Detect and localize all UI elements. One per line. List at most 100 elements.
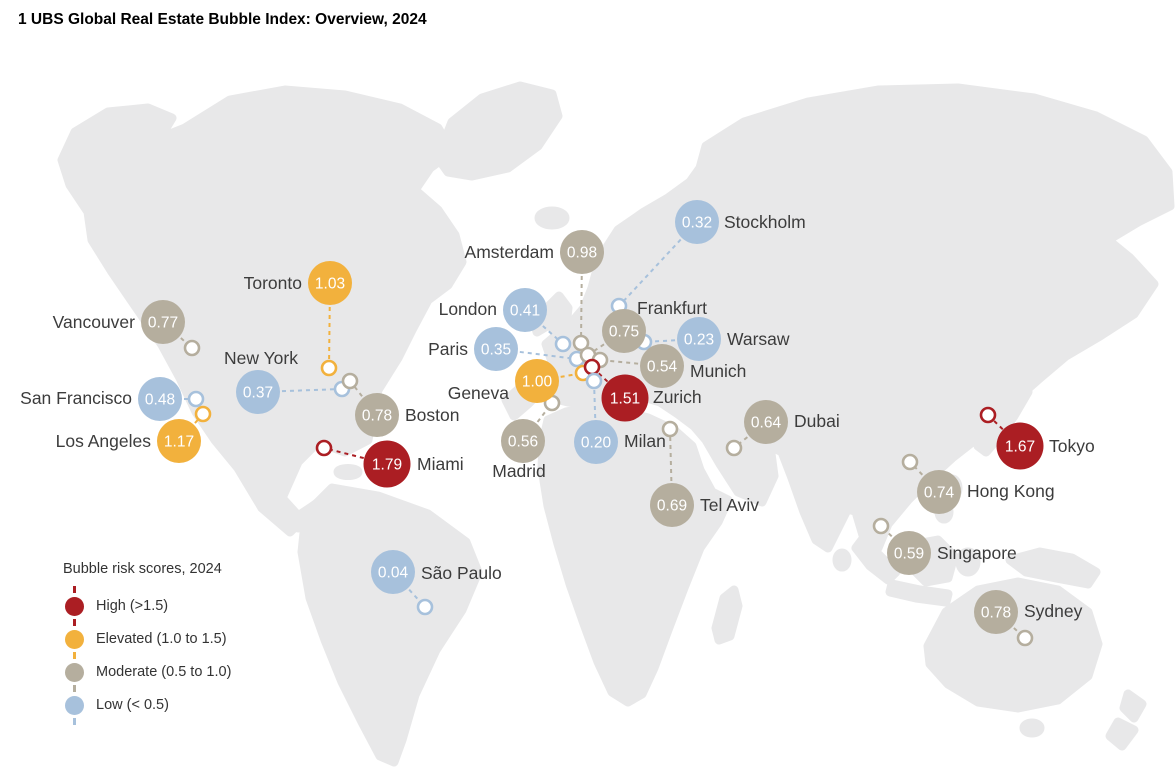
city-label-tokyo: Tokyo [1049, 436, 1095, 456]
landmass-new-zealand-north [1119, 689, 1147, 723]
legend-label-low: Low (< 0.5) [96, 697, 169, 713]
legend-item-high: High (>1.5) [55, 595, 231, 617]
city-label-sydney: Sydney [1024, 601, 1083, 621]
city-bubble-london [503, 288, 547, 332]
continents [57, 81, 1175, 767]
legend-item-low: Low (< 0.5) [55, 694, 231, 716]
city-label-s-o-paulo: São Paulo [421, 563, 502, 583]
city-ring-toronto [320, 359, 338, 377]
landmass-new-guinea [1005, 547, 1101, 589]
city-bubble-tel-aviv [650, 483, 694, 527]
city-ring-s-o-paulo [416, 598, 434, 616]
city-markers: 0.77 1.03 0.37 0.48 1.17 0.78 1.79 0.04 0.98 0.32… [20, 200, 1095, 647]
city-bubble-san-francisco [138, 377, 182, 421]
city-score-new-york: 0.37 [243, 385, 273, 402]
city-ring-london [554, 335, 572, 353]
city-label-los-angeles: Los Angeles [56, 431, 152, 451]
city-ring-sydney [1016, 629, 1034, 647]
city-bubble-toronto [308, 261, 352, 305]
city-label-miami: Miami [417, 454, 464, 474]
city-score-warsaw: 0.23 [684, 332, 714, 349]
landmass-greenland [433, 81, 563, 181]
city-score-miami: 1.79 [372, 457, 402, 474]
city-score-vancouver: 0.77 [148, 315, 178, 332]
legend-label-elevated: Elevated (1.0 to 1.5) [96, 631, 227, 647]
city-label-warsaw: Warsaw [727, 329, 790, 349]
city-bubble-s-o-paulo [371, 550, 415, 594]
city-label-new-york: New York [224, 348, 298, 368]
city-score-stockholm: 0.32 [682, 215, 712, 232]
city-bubble-los-angeles [157, 419, 201, 463]
city-bubble-hong-kong [917, 470, 961, 514]
landmass-sulawesi [955, 547, 981, 577]
city-score-zurich: 1.51 [610, 391, 640, 408]
city-bubble-munich [640, 344, 684, 388]
city-label-london: London [439, 299, 497, 319]
city-ring-tel-aviv [661, 420, 679, 438]
city-ring-los-angeles [194, 405, 212, 423]
city-bubble-new-york [236, 370, 280, 414]
city-label-singapore: Singapore [937, 543, 1017, 563]
city-score-singapore: 0.59 [894, 546, 924, 563]
landmass-iceland [534, 206, 570, 230]
city-score-sydney: 0.78 [981, 605, 1011, 622]
city-bubble-vancouver [141, 300, 185, 344]
landmass-south-america [297, 483, 483, 767]
leader-line-toronto [328, 282, 331, 369]
landmass-madagascar [711, 585, 743, 645]
city-score-amsterdam: 0.98 [567, 245, 597, 262]
city-ring-tokyo [979, 406, 997, 424]
city-score-london: 0.41 [510, 303, 540, 320]
city-ring-vancouver [183, 339, 201, 357]
city-ring-hong-kong [901, 453, 919, 471]
city-label-madrid: Madrid [492, 461, 546, 481]
city-bubble-dubai [744, 400, 788, 444]
landmass-new-zealand-south [1105, 717, 1139, 751]
city-bubble-miami [363, 440, 411, 488]
legend-dot-elevated [65, 629, 84, 649]
city-label-vancouver: Vancouver [53, 312, 136, 332]
landmass-africa [537, 403, 733, 707]
landmass-japan [973, 381, 1033, 457]
city-bubble-singapore [887, 531, 931, 575]
city-score-tokyo: 1.67 [1005, 439, 1035, 456]
city-ring-milan [585, 372, 603, 390]
legend-label-high: High (>1.5) [96, 598, 169, 614]
city-ring-boston [341, 372, 359, 390]
city-bubble-boston [355, 393, 399, 437]
city-ring-zurich [583, 358, 601, 376]
landmass-tasmania [1019, 718, 1045, 738]
city-ring-singapore [872, 517, 890, 535]
landmass-cuba [333, 464, 363, 480]
city-bubble-paris [474, 327, 518, 371]
city-bubble-tokyo [996, 422, 1044, 470]
legend-label-moderate: Moderate (0.5 to 1.0) [96, 664, 232, 680]
city-score-milan: 0.20 [581, 435, 612, 452]
legend-items: High (>1.5) Elevated (1.0 to 1.5) Moderate… [55, 586, 231, 725]
city-ring-amsterdam [572, 334, 590, 352]
city-score-paris: 0.35 [481, 342, 511, 359]
city-ring-san-francisco [187, 390, 205, 408]
city-ring-miami [315, 439, 333, 457]
city-bubble-madrid [501, 419, 545, 463]
landmass-sri-lanka [832, 548, 852, 572]
city-score-dubai: 0.64 [751, 415, 782, 432]
city-ring-dubai [725, 439, 743, 457]
city-label-stockholm: Stockholm [724, 212, 806, 232]
leader-line-new-york [257, 388, 343, 393]
city-bubble-amsterdam [560, 230, 604, 274]
legend-connector-dash [73, 718, 76, 725]
city-score-geneva: 1.00 [522, 374, 553, 391]
city-label-milan: Milan [624, 431, 666, 451]
city-label-frankfurt: Frankfurt [637, 298, 707, 318]
city-bubble-stockholm [675, 200, 719, 244]
landmass-australia [923, 577, 1103, 713]
legend-connector-dash [73, 586, 76, 593]
legend-title: Bubble risk scores, 2024 [63, 561, 222, 577]
legend-dot-low [65, 695, 84, 715]
city-label-boston: Boston [405, 405, 459, 425]
legend-dot-high [65, 596, 84, 616]
city-score-madrid: 0.56 [508, 434, 538, 451]
city-label-tel-aviv: Tel Aviv [700, 495, 759, 515]
city-score-tel-aviv: 0.69 [657, 498, 687, 515]
